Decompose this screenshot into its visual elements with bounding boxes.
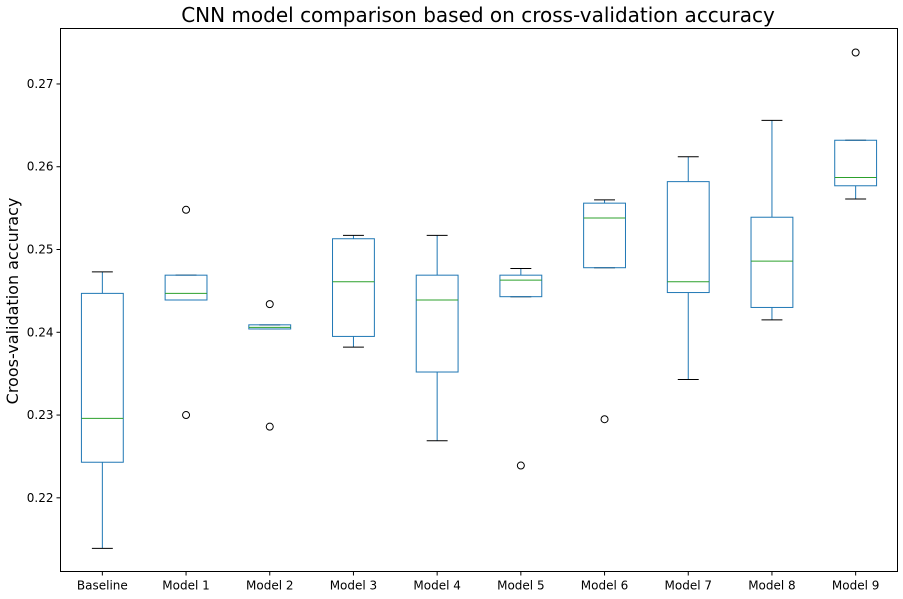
y-axis: 0.22 0.23 0.24 0.25 0.26 0.27 [27,77,61,505]
y-axis-label: Croos-validation accuracy [3,198,22,405]
box-model-4 [415,234,459,442]
x-axis: Baseline Model 1 Model 2 Model 3 Model 4 Mode… [77,571,879,593]
y-tick-label: 0.27 [27,77,54,91]
plot-area-frame [60,28,898,572]
chart-title: CNN model comparison based on cross-vali… [181,3,775,27]
box-baseline [80,271,124,549]
outlier-point [182,411,191,420]
x-tick-label: Model 2 [246,579,293,593]
iqr-box [583,202,626,269]
box-model-5 [499,268,543,470]
box-model-6 [583,199,626,424]
box-model-3 [332,234,375,348]
x-tick-label: Model 1 [162,579,209,593]
outlier-point [600,415,609,424]
x-tick-label: Model 5 [497,579,544,593]
x-tick-label: Model 8 [748,579,795,593]
y-tick-label: 0.25 [27,243,54,257]
box-model-2 [248,300,292,431]
box-model-9 [834,48,878,200]
y-tick-label: 0.24 [27,325,54,339]
outlier-point [516,461,525,470]
box-model-7 [666,156,710,380]
iqr-box [415,274,459,373]
iqr-box [499,274,543,298]
x-tick-label: Model 7 [665,579,712,593]
outlier-point [265,300,274,309]
iqr-box [164,274,208,301]
outlier-point [851,48,860,57]
outlier-point [182,205,191,214]
y-tick-label: 0.22 [27,491,54,505]
y-tick-label: 0.26 [27,160,54,174]
x-tick-label: Model 9 [832,579,879,593]
y-tick-label: 0.23 [27,408,54,422]
x-tick-label: Model 3 [330,579,377,593]
box-series [80,48,878,549]
x-tick-label: Model 6 [581,579,628,593]
x-tick-label: Model 4 [413,579,460,593]
box-model-8 [750,119,794,321]
x-tick-label: Baseline [77,579,128,593]
iqr-box [666,181,710,294]
iqr-box [332,238,375,337]
iqr-box [834,139,878,187]
iqr-box [80,292,124,463]
outlier-point [265,422,274,431]
box-model-1 [164,205,208,420]
iqr-box [750,216,794,308]
